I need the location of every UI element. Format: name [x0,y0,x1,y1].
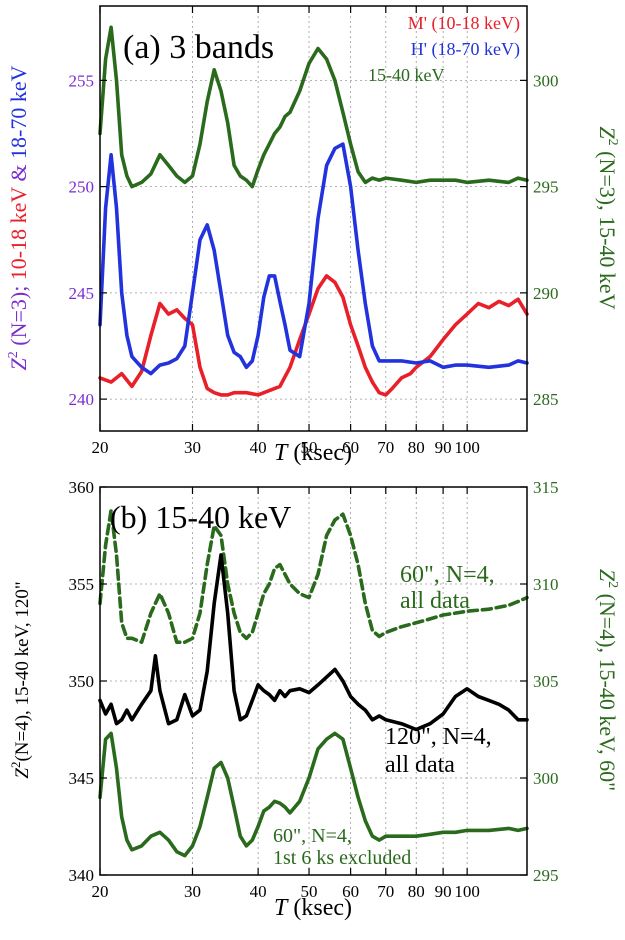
annotation-60-excluded-line1: 60", N=4, [273,825,352,847]
y-tick-label-right: 290 [533,284,559,303]
y-tick-label-left: 340 [69,866,95,885]
y-tick-label-left: 245 [69,284,95,303]
x-tick-label: 30 [184,882,201,901]
panel-a-ylabel-left-n: (N=3); [6,280,31,351]
x-tick-label: 60 [342,882,359,901]
x-tick-label: 60 [342,438,359,457]
y-tick-label-right: 295 [533,178,559,197]
x-tick-label: 90 [435,882,452,901]
panel-b-ylabel-right: Z2 (N=4), 15-40 keV, 60" [595,569,620,791]
y-tick-label-right: 305 [533,672,559,691]
x-tick-label: 90 [435,438,452,457]
x-tick-label: 20 [92,882,109,901]
annotation-60-all-data: 60", N=4, all data [400,562,495,614]
x-tick-label: 20 [92,438,109,457]
x-tick-label: 80 [408,882,425,901]
legend-item-15-40: 15-40 keV [368,65,444,85]
panel-a-ylabel-right-z: Z [595,126,620,139]
panel-a-frame [99,5,528,432]
series-line-a-1 [98,142,529,376]
series-line-b-0 [98,508,529,645]
annotation-60-all-data-line1: 60", N=4, [400,562,495,588]
panel-a-ylabel-left-blue: 18-70 keV [6,65,31,159]
panel-a-title: (a) 3 bands [123,29,274,66]
panel-b-ylabel-left: Z2(N=4), 15-40 keV, 120" [8,581,33,778]
y-tick-label-left: 345 [69,769,95,788]
panel-b-grid [99,487,527,875]
x-tick-label: 40 [250,438,267,457]
annotation-120-all-data-line2: all data [385,752,455,778]
x-tick-label: 50 [301,882,318,901]
x-tick-label: 30 [184,438,201,457]
panel-a-ylabel-left-red: 10-18 keV [6,187,31,281]
x-tick-label: 40 [250,882,267,901]
y-tick-label-right: 300 [533,769,559,788]
panel-a-ylabel-left-amp: & [6,159,31,187]
x-tick-label: 70 [377,438,394,457]
panel-a-series [98,25,529,397]
panel-a-grid [99,6,527,431]
panel-b-ylabel-right-z: Z [595,569,620,582]
panel-a-xlabel: T (ksec) [274,440,352,466]
annotation-120-all-data: 120", N=4, all data [385,724,492,778]
annotation-60-all-data-line2: all data [400,588,470,614]
panel-b-title: (b) 15-40 keV [110,499,291,535]
y-tick-label-left: 360 [69,478,95,497]
y-tick-label-right: 315 [533,478,559,497]
series-line-a-0 [98,274,529,397]
x-tick-label: 80 [408,438,425,457]
panel-a-ticks: 20 30 40 50 60 70 80 90 100 240 245 250 255 285 290 295… [69,6,559,457]
panel-a-xlabel-italic: T [274,440,289,466]
panel-b-series [98,508,529,858]
panel-a-ylabel-right-text: (N=3), 15-40 keV [595,146,620,310]
panel-b-xlabel-italic: T [274,895,289,921]
panel-a-xlabel-rest: (ksec) [287,440,352,466]
panel-a-ylabel-left-z: Z [6,358,31,371]
panel-a-ylabel-right: Z2 (N=3), 15-40 keV [595,126,620,309]
x-tick-label: 100 [454,882,480,901]
x-tick-label: 70 [377,882,394,901]
series-line-b-2 [98,731,529,858]
panel-a: 20 30 40 50 60 70 80 90 100 240 245 250 255 285 290 295… [6,5,620,466]
annotation-60-excluded-line2: 1st 6 ks excluded [273,847,411,869]
y-tick-label-left: 240 [69,390,95,409]
panel-b-ylabel-left-z: Z [12,768,33,779]
panel-b-xlabel: T (ksec) [274,895,352,921]
panel-b: 20 30 40 50 60 70 80 90 100 340 345 350 355 360 295 300… [8,478,620,921]
panel-b-ylabel-left-sup: 2 [8,762,23,769]
panel-b-ylabel-right-text: (N=4), 15-40 keV, 60" [595,588,620,791]
annotation-60-excluded: 60", N=4, 1st 6 ks excluded [273,825,411,869]
panel-b-xlabel-rest: (ksec) [287,895,352,921]
y-tick-label-right: 310 [533,575,559,594]
panel-a-ylabel-right-sup: 2 [605,139,620,146]
y-tick-label-left: 255 [69,71,95,90]
y-tick-label-right: 300 [533,71,559,90]
y-tick-label-right: 295 [533,866,559,885]
panel-b-annotations: 60", N=4, all data 120", N=4, all data 60"… [273,562,495,869]
x-tick-label: 100 [454,438,480,457]
series-line-a-2 [98,25,529,189]
panel-b-ylabel-right-sup: 2 [605,581,620,588]
panel-b-ylabel-left-text: (N=4), 15-40 keV, 120" [12,581,33,761]
y-tick-label-right: 285 [533,390,559,409]
y-tick-label-left: 350 [69,672,95,691]
x-tick-label: 50 [301,438,318,457]
legend-item-h-prime: H' (18-70 keV) [411,39,520,60]
panel-b-ticks: 20 30 40 50 60 70 80 90 100 340 345 350 355 360 295 300… [69,478,559,901]
legend-item-m-prime: M' (10-18 keV) [408,13,520,34]
series-line-b-1 [98,553,529,732]
panel-a-ylabel-left: Z2 (N=3); 10-18 keV & 18-70 keV [6,65,31,370]
annotation-120-all-data-line1: 120", N=4, [385,724,492,750]
y-tick-label-left: 355 [69,575,95,594]
y-tick-label-left: 250 [69,178,95,197]
panel-a-legend: M' (10-18 keV) H' (18-70 keV) 15-40 keV [368,13,520,85]
panel-a-ylabel-left-sup: 2 [6,351,21,358]
